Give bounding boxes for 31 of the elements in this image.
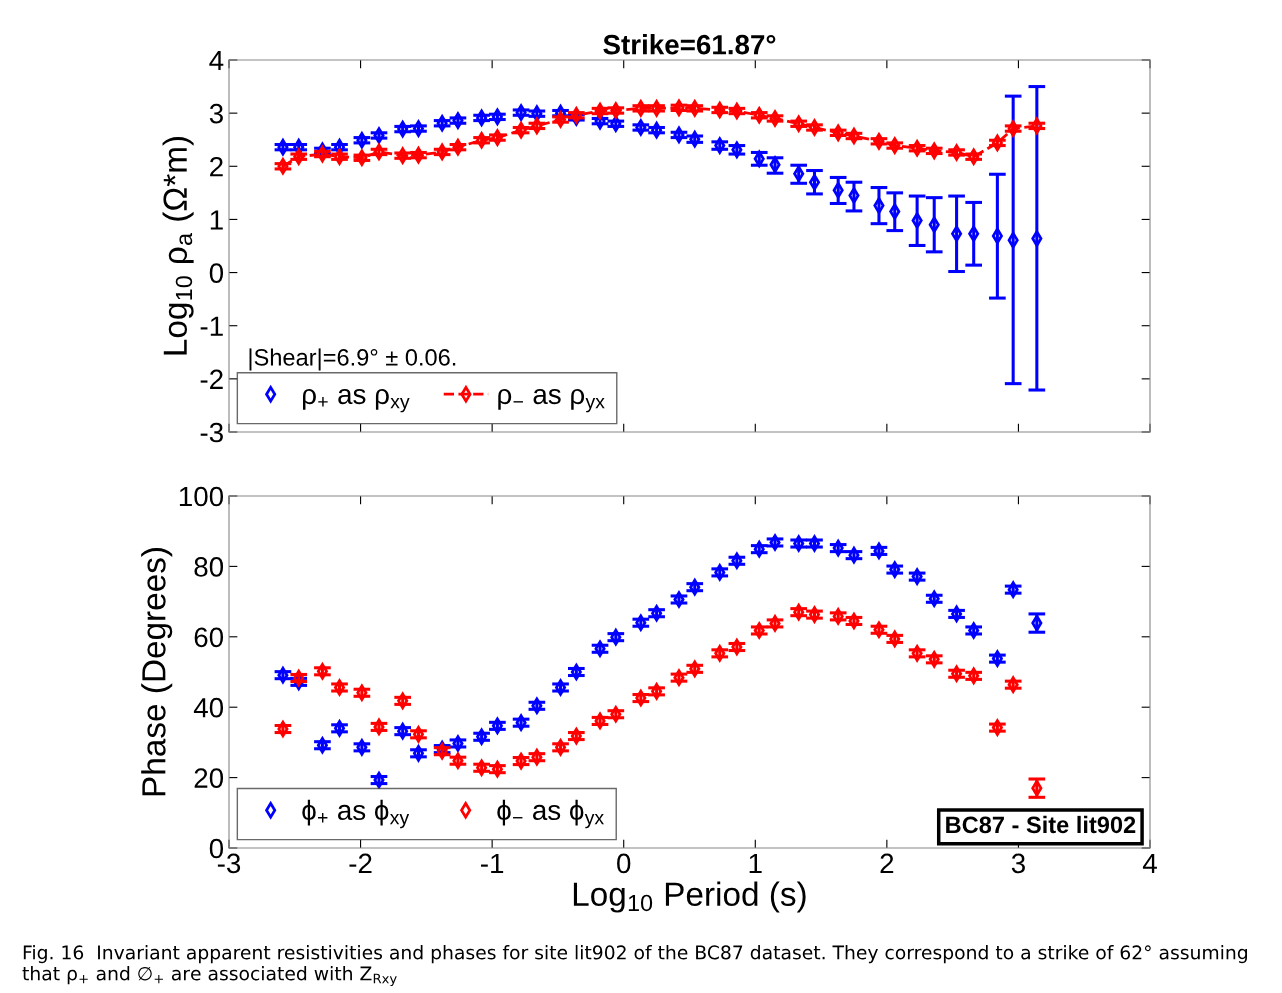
chart-title: Strike=61.87°	[603, 34, 776, 55]
x-tick-label: 1	[749, 853, 762, 873]
y-tick-label: 100	[179, 486, 224, 507]
y-tick-label: -1	[200, 316, 223, 336]
x-axis-title: Log$_{10}$ Period (s)	[573, 881, 806, 913]
x-tick-label: 2	[880, 853, 894, 873]
legend-label: ϕ$_{−}$ as ϕ$_{yx}$	[497, 799, 604, 829]
y-tick-label: -3	[200, 422, 223, 443]
legend-label: ρ$_{+}$ as ρ$_{xy}$	[303, 388, 410, 413]
legend-label: ϕ$_{+}$ as ϕ$_{xy}$	[302, 799, 410, 829]
y-tick-label: -2	[200, 369, 223, 389]
caption: Fig. 16 Invariant apparent resistivities and phases for site lit902 of the BC87 dataset. They correspond to a strike of 62° assuming that ρ$_{+}$ and ∅$_{+}$ are associated with Z$_{Rxy}$	[22, 945, 1247, 987]
y-tick-label: 60	[194, 627, 224, 648]
x-tick-label: -2	[349, 853, 372, 873]
y-tick-label: 3	[209, 103, 223, 124]
y-tick-label: 40	[193, 697, 224, 718]
y-tick-label: 20	[194, 768, 224, 788]
x-tick-label: 0	[617, 853, 631, 874]
annotation: |Shear|=6.9° ± 0.06.	[249, 348, 456, 371]
y-tick-label: 0	[209, 263, 224, 283]
y-tick-label: 80	[194, 557, 224, 577]
legend-label: ρ$_{−}$ as ρ$_{yx}$	[498, 388, 605, 413]
y-tick-label: 4	[209, 50, 224, 71]
x-tick-label: -1	[481, 853, 504, 873]
x-tick-label: 4	[1142, 853, 1157, 873]
y-tick-label: 2	[210, 156, 223, 177]
annotation: BC87 - Site lit902	[946, 815, 1136, 834]
y-axis-title: Phase (Degrees)	[141, 548, 173, 796]
y-tick-label: 1	[210, 210, 223, 230]
y-axis-title: Log$_{10}$ ρ$_{a}$ (Ω*m)	[162, 136, 194, 355]
x-tick-label: 3	[1011, 853, 1025, 874]
